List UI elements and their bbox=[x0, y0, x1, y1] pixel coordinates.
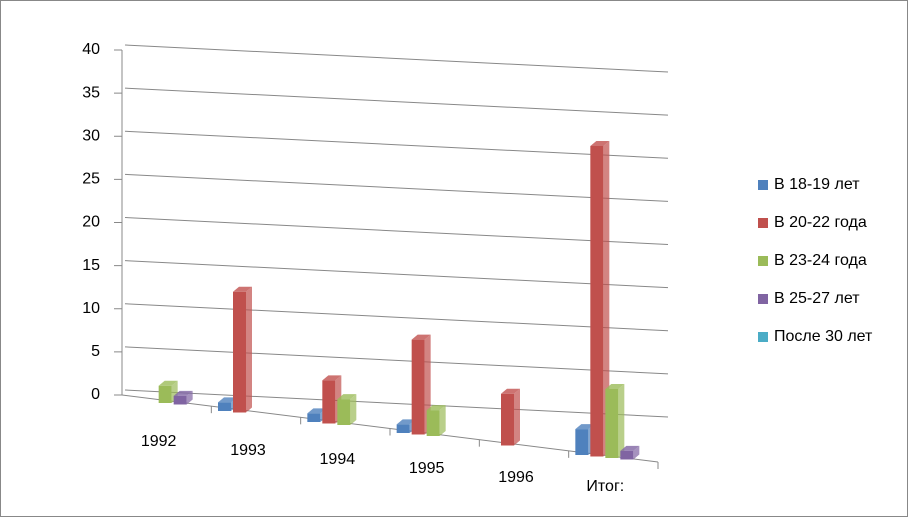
y-tick-label: 25 bbox=[82, 171, 100, 188]
bar-top bbox=[307, 408, 327, 414]
bar-top bbox=[605, 384, 625, 389]
bar bbox=[411, 339, 425, 435]
y-tick-label: 0 bbox=[91, 386, 100, 403]
x-tick-label: 1993 bbox=[230, 442, 266, 459]
y-tick-label: 15 bbox=[82, 257, 100, 274]
bar-side bbox=[246, 286, 252, 413]
bar-side bbox=[618, 384, 625, 458]
grid-line bbox=[124, 217, 669, 245]
bar-side bbox=[350, 394, 357, 425]
bar bbox=[575, 429, 589, 455]
legend-swatch bbox=[758, 294, 768, 304]
legend-swatch bbox=[758, 256, 768, 266]
bar-top bbox=[173, 390, 193, 396]
bar-side bbox=[633, 445, 640, 460]
legend-label: В 18-19 лет bbox=[774, 176, 860, 193]
x-tick-label: 1996 bbox=[498, 469, 534, 486]
bar bbox=[605, 389, 619, 458]
legend-label: В 20-22 года bbox=[774, 214, 867, 231]
grid-line bbox=[124, 260, 669, 289]
bar bbox=[590, 146, 604, 457]
bar-side bbox=[186, 390, 193, 405]
y-tick-label: 20 bbox=[82, 214, 100, 231]
grid-line bbox=[124, 303, 669, 332]
grid-line bbox=[124, 173, 669, 202]
bar-top bbox=[233, 286, 252, 292]
legend-swatch bbox=[758, 180, 768, 190]
bar bbox=[307, 413, 321, 422]
grid-line bbox=[124, 44, 669, 73]
bar bbox=[158, 385, 172, 403]
grid-line bbox=[124, 87, 669, 116]
legend-swatch bbox=[758, 218, 768, 228]
legend-label: В 23-24 года bbox=[774, 252, 867, 269]
x-tick-label: 1992 bbox=[141, 433, 177, 450]
legend-label: После 30 лет bbox=[774, 328, 873, 345]
bar bbox=[620, 450, 634, 460]
bar-side bbox=[603, 141, 610, 457]
grid-line bbox=[124, 130, 669, 159]
y-tick-label: 40 bbox=[82, 41, 100, 58]
bar-side bbox=[514, 388, 520, 446]
bar-top bbox=[411, 334, 431, 340]
bar bbox=[426, 410, 440, 436]
bar-side bbox=[439, 405, 446, 436]
bar-top bbox=[158, 380, 178, 386]
bar-top bbox=[426, 405, 446, 411]
bar-top bbox=[590, 141, 610, 146]
x-tick-label: 1995 bbox=[409, 460, 445, 477]
bar-top bbox=[620, 445, 640, 451]
legend-swatch bbox=[758, 332, 768, 342]
bar bbox=[337, 399, 351, 425]
legend-label: В 25-27 лет bbox=[774, 290, 860, 307]
bar-top bbox=[322, 375, 342, 381]
bar-top bbox=[396, 419, 416, 425]
x-tick-label: Итог: bbox=[586, 478, 624, 495]
bar bbox=[322, 380, 336, 424]
bar bbox=[233, 291, 246, 413]
x-tick-label: 1994 bbox=[320, 451, 356, 468]
bar bbox=[396, 424, 410, 433]
bar-top bbox=[337, 394, 357, 400]
bar bbox=[501, 393, 514, 446]
bar bbox=[173, 395, 187, 405]
y-tick-label: 10 bbox=[82, 300, 100, 317]
y-tick-label: 30 bbox=[82, 127, 100, 144]
grid-line bbox=[124, 346, 669, 375]
grid-line bbox=[124, 389, 669, 418]
bar bbox=[218, 402, 231, 411]
bar-top bbox=[501, 388, 520, 394]
bar-top bbox=[575, 424, 595, 430]
bar-top bbox=[218, 397, 237, 403]
y-tick-label: 5 bbox=[91, 343, 100, 360]
y-tick-label: 35 bbox=[82, 84, 100, 101]
